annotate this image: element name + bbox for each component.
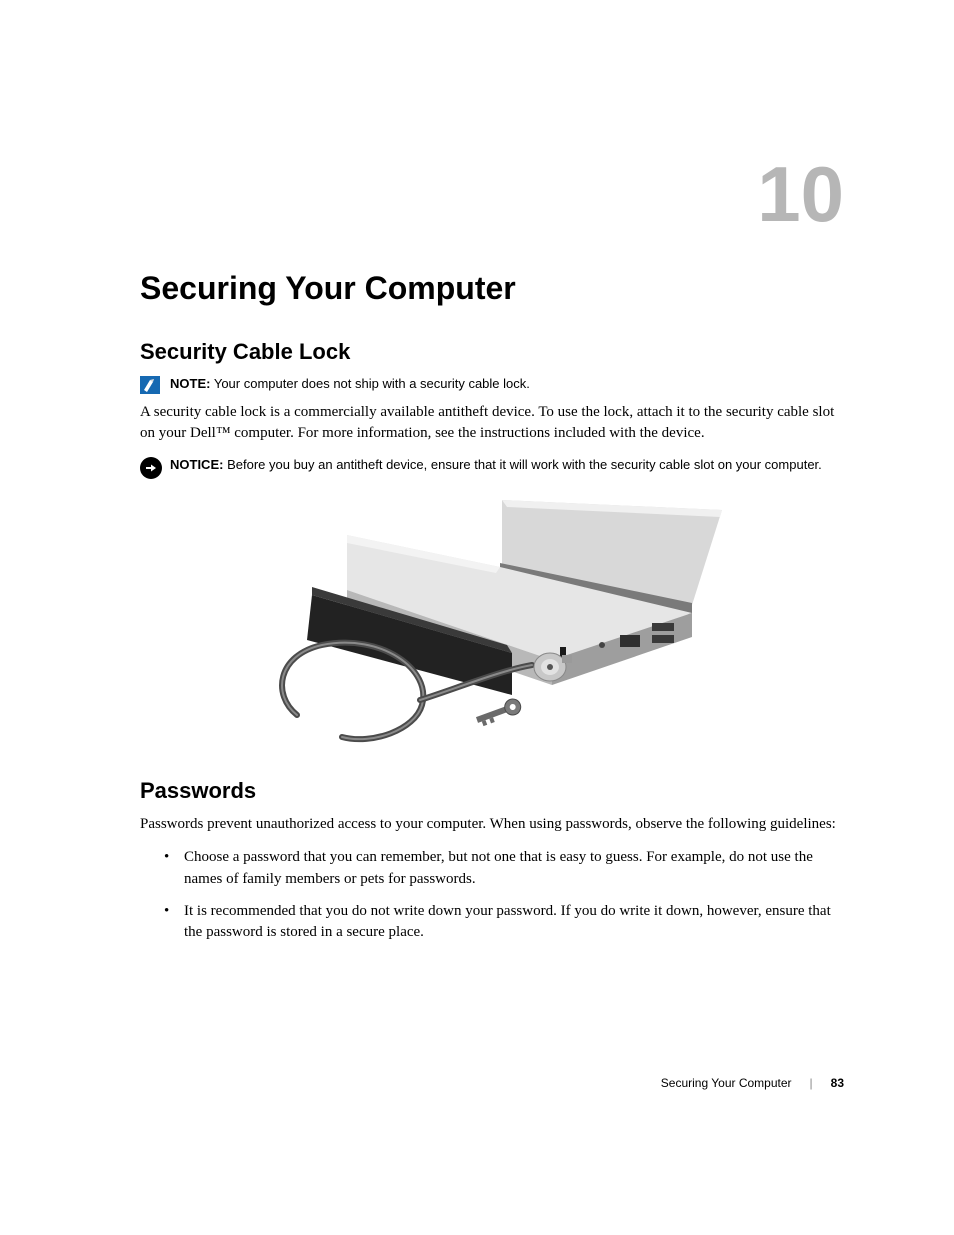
note-label: NOTE:: [170, 376, 210, 391]
chapter-title: Securing Your Computer: [140, 270, 844, 307]
section-title-passwords: Passwords: [140, 778, 844, 804]
chapter-number: 10: [757, 155, 844, 233]
passwords-intro: Passwords prevent unauthorized access to…: [140, 814, 844, 835]
list-item: It is recommended that you do not write …: [164, 901, 844, 945]
note-text: NOTE: Your computer does not ship with a…: [170, 375, 844, 393]
footer-page-number: 83: [831, 1076, 844, 1090]
notice-label: NOTICE:: [170, 457, 223, 472]
notice-icon: [140, 457, 160, 475]
section-title-cable-lock: Security Cable Lock: [140, 339, 844, 365]
note-callout: NOTE: Your computer does not ship with a…: [140, 375, 844, 394]
cable-lock-body: A security cable lock is a commercially …: [140, 402, 844, 444]
footer-separator: |: [810, 1076, 813, 1090]
notice-text: NOTICE: Before you buy an antitheft devi…: [170, 456, 844, 474]
note-body: Your computer does not ship with a secur…: [214, 376, 530, 391]
cable-lock-illustration: [252, 495, 732, 750]
notice-callout: NOTICE: Before you buy an antitheft devi…: [140, 456, 844, 475]
notice-body: Before you buy an antitheft device, ensu…: [227, 457, 822, 472]
footer-section: Securing Your Computer: [661, 1076, 792, 1090]
note-icon: [140, 376, 160, 394]
page-footer: Securing Your Computer | 83: [661, 1076, 844, 1090]
list-item: Choose a password that you can remember,…: [164, 847, 844, 891]
passwords-bullets: Choose a password that you can remember,…: [164, 847, 844, 944]
